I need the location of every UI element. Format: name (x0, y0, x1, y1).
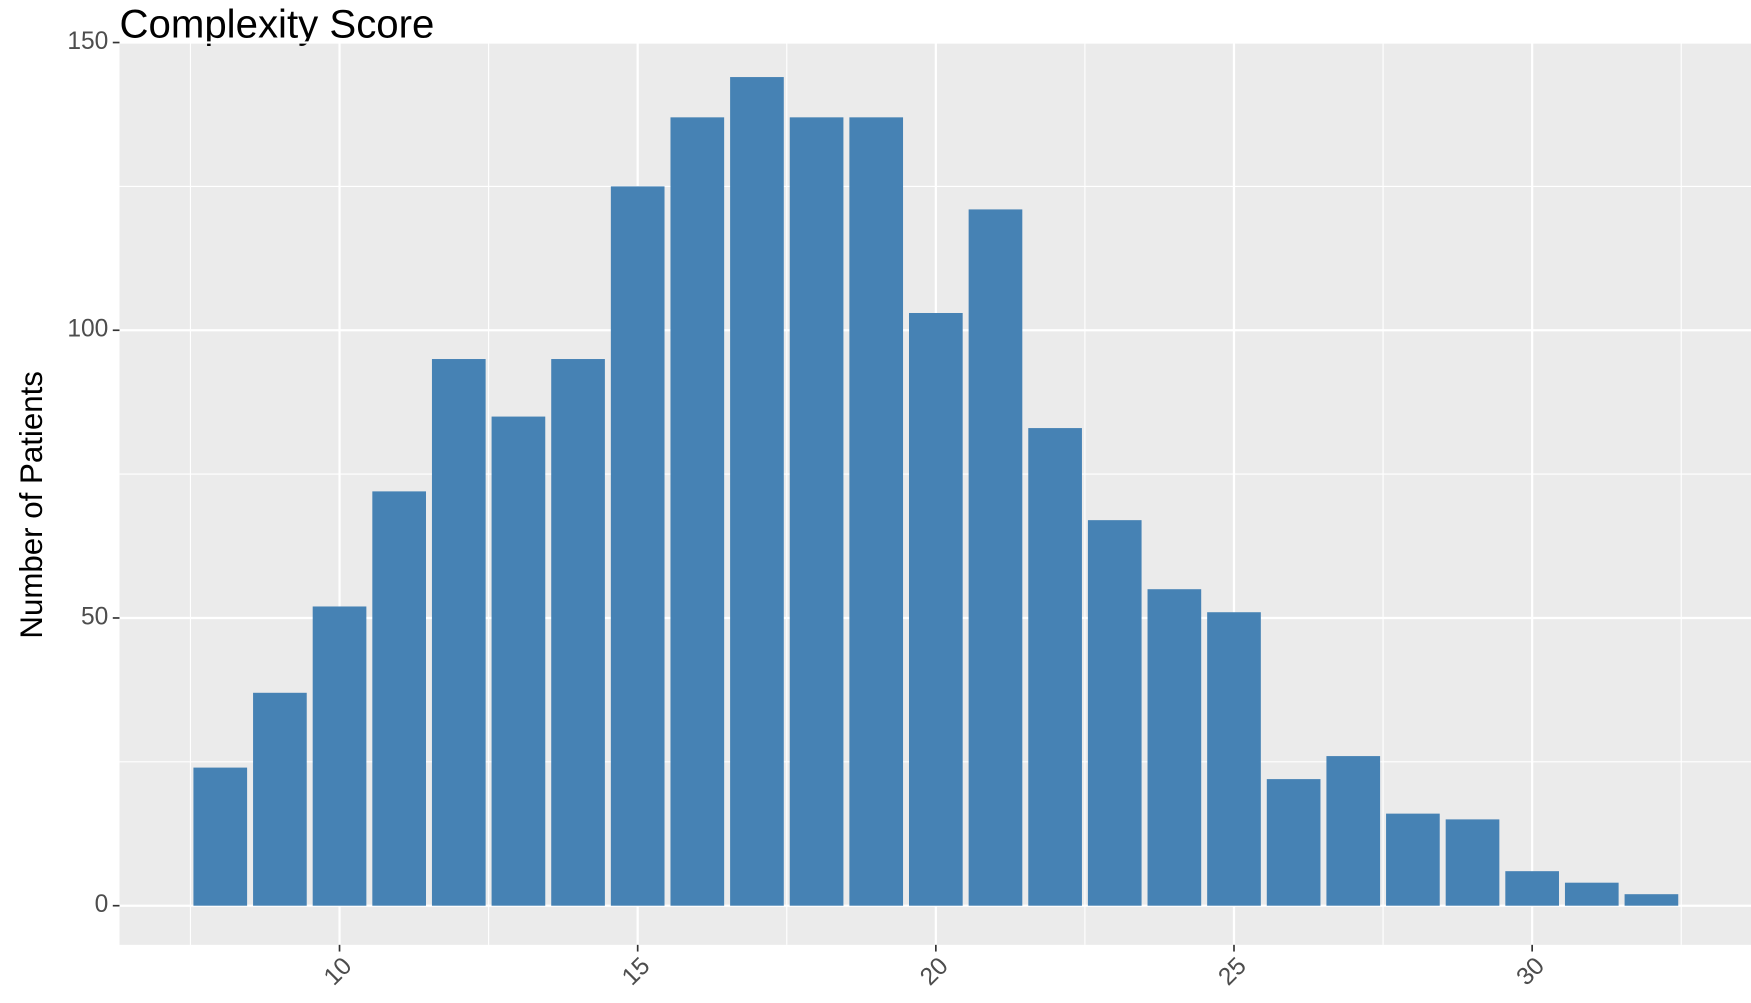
y-axis-label: Number of Patients (14, 371, 49, 638)
y-tick-label: 0 (95, 891, 109, 918)
bar (909, 312, 963, 906)
bar (730, 77, 784, 906)
bar (193, 767, 248, 906)
bar (968, 209, 1023, 906)
x-tick-label: 25 (1213, 952, 1251, 990)
bar (1624, 894, 1679, 906)
x-tick-label: 10 (319, 952, 357, 990)
bar (491, 416, 546, 906)
bar (312, 606, 367, 906)
bar (1028, 428, 1082, 906)
bar (1087, 520, 1142, 906)
y-tick-label: 100 (67, 316, 108, 343)
chart-title: Complexity Score (119, 2, 434, 47)
bar (670, 117, 725, 906)
y-tick-label: 150 (67, 28, 108, 55)
x-tick-label: 15 (617, 952, 655, 990)
y-tick-label: 50 (81, 603, 108, 630)
bar (1564, 882, 1619, 906)
bar (1266, 779, 1321, 906)
bar (1326, 756, 1381, 906)
bar (1386, 813, 1440, 906)
bar (1207, 612, 1261, 906)
bar (1147, 589, 1202, 906)
bar (610, 186, 665, 906)
bar (849, 117, 904, 906)
x-tick-label: 20 (915, 952, 953, 990)
bar (1505, 871, 1559, 906)
bar (431, 359, 486, 906)
x-tick-label: 30 (1512, 952, 1550, 990)
bar (372, 491, 426, 906)
bar (1445, 819, 1500, 906)
bar (253, 692, 307, 906)
bar (789, 117, 844, 906)
bar (551, 359, 605, 906)
